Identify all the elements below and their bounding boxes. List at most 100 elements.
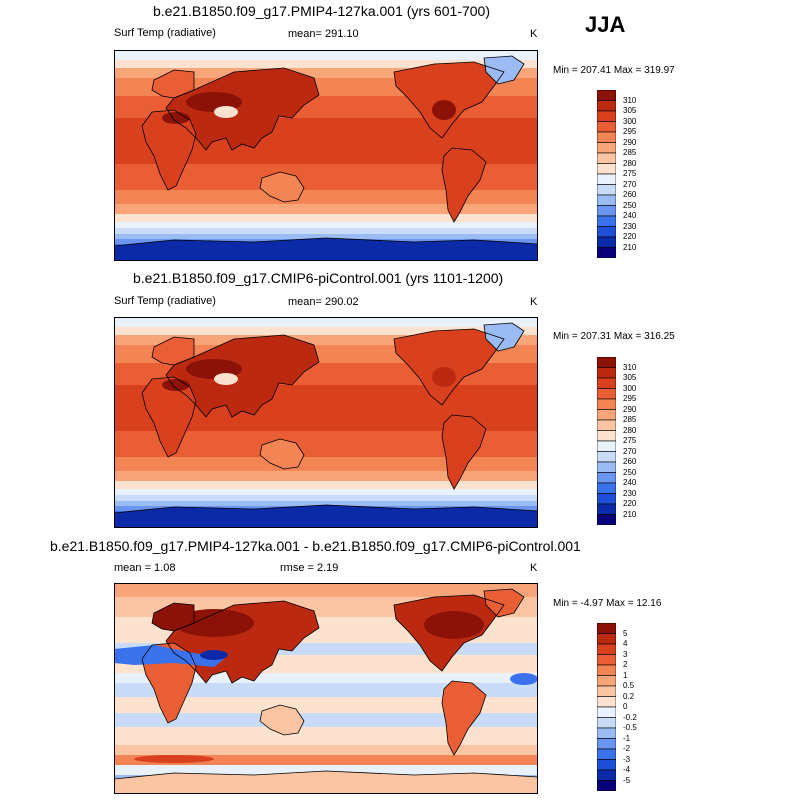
coastline <box>441 414 487 490</box>
colorbar-box <box>597 388 616 400</box>
contour-band <box>114 713 538 727</box>
colorbar-box <box>597 110 616 122</box>
panel-1-colorbar <box>597 90 616 258</box>
colorbar-tick-label: 300 <box>623 116 637 126</box>
coastline <box>441 680 487 756</box>
contour-band <box>114 327 538 335</box>
coastline <box>259 171 305 203</box>
panel-2-mean-label: mean= 290.02 <box>288 296 359 308</box>
colorbar-box <box>597 226 616 238</box>
colorbar-tick-label: 310 <box>623 95 637 105</box>
colorbar-tick-label: 0.5 <box>623 681 635 690</box>
colorbar-tick-label: 275 <box>623 169 637 178</box>
tibet-region <box>214 373 238 385</box>
coastline <box>151 69 195 99</box>
coastline <box>165 334 320 418</box>
colorbar-tick-label: -3 <box>623 754 631 764</box>
season-label: JJA <box>585 12 626 37</box>
land-europe <box>152 337 194 365</box>
colorbar-box <box>597 377 616 389</box>
panel-1-variable-label: Surf Temp (radiative) <box>114 27 216 39</box>
contour-band <box>114 765 538 775</box>
colorbar-box <box>597 419 616 431</box>
warm-anomaly <box>424 611 484 639</box>
coastline <box>141 642 197 724</box>
colorbar-box <box>597 152 616 164</box>
colorbar-box <box>597 367 616 379</box>
contour-band <box>114 317 538 327</box>
contour-band <box>114 501 538 506</box>
land-antarctica <box>114 505 538 528</box>
colorbar-tick-label: 310 <box>623 362 637 372</box>
panel-1-minmax: Min = 207.41 Max = 319.97 <box>553 65 675 76</box>
panel-2-units-label: K <box>530 296 538 308</box>
land-australia <box>260 439 304 469</box>
panel-3-units-label: K <box>530 562 538 574</box>
colorbar-tick-label: 3 <box>623 649 628 659</box>
colorbar-box <box>597 461 616 473</box>
land-africa <box>142 377 196 457</box>
warm-anomaly <box>134 755 214 763</box>
coastline <box>393 328 505 406</box>
tibet-region <box>214 106 238 118</box>
colorbar-tick-label: 0.2 <box>623 691 635 701</box>
panel-3-rmse-label: rmse = 2.19 <box>280 562 339 574</box>
contour-band <box>114 335 538 345</box>
contour-band <box>114 228 538 234</box>
colorbar-tick-label: 300 <box>623 383 637 393</box>
panel-1-map <box>114 50 538 261</box>
colorbar-tick-label: 2 <box>623 660 628 669</box>
colorbar-box <box>597 675 616 687</box>
colorbar-box <box>597 236 616 248</box>
colorbar-box <box>597 514 616 525</box>
panel-3-mean-label: mean = 1.08 <box>114 562 176 574</box>
land-greenland <box>484 56 524 84</box>
colorbar-tick-label: 220 <box>623 232 637 241</box>
warm-anomaly <box>174 609 254 637</box>
coastline <box>114 237 538 247</box>
colorbar-box <box>597 472 616 484</box>
colorbar-box <box>597 748 616 760</box>
contour-band <box>114 489 538 495</box>
colorbar-box <box>597 100 616 112</box>
colorbar-box <box>597 184 616 196</box>
colorbar-tick-label: 1 <box>623 670 628 680</box>
colorbar-box <box>597 90 616 101</box>
colorbar-box <box>597 623 616 634</box>
colorbar-tick-label: 5 <box>623 628 628 638</box>
land-samerica <box>442 148 486 222</box>
colorbar-tick-label: 290 <box>623 137 637 147</box>
coastline <box>141 109 197 191</box>
land-africa <box>142 110 196 190</box>
colorbar-box <box>597 398 616 410</box>
land-australia <box>260 172 304 202</box>
colorbar-box <box>597 664 616 676</box>
coastline <box>259 704 305 736</box>
colorbar-tick-label: 250 <box>623 467 637 477</box>
colorbar-box <box>597 194 616 206</box>
colorbar-tick-label: 270 <box>623 446 637 456</box>
colorbar-tick-label: 260 <box>623 190 637 199</box>
colorbar-box <box>597 717 616 729</box>
contour-band <box>114 214 538 222</box>
land-greenland <box>484 323 524 351</box>
coastline <box>393 594 505 672</box>
land-asia <box>166 335 319 417</box>
contour-band <box>114 471 538 481</box>
colorbar-tick-label: 0 <box>623 702 628 711</box>
colorbar-tick-label: 220 <box>623 499 637 508</box>
colorbar-box <box>597 738 616 750</box>
land-samerica <box>442 415 486 489</box>
panel-2-variable-label: Surf Temp (radiative) <box>114 295 216 307</box>
colorbar-box <box>597 131 616 143</box>
coastline <box>483 55 525 85</box>
panel-3-colorbar <box>597 623 616 791</box>
colorbar-box <box>597 357 616 368</box>
colorbar-box <box>597 142 616 154</box>
contour-band <box>114 50 538 60</box>
colorbar-tick-label: -0.5 <box>623 723 637 732</box>
colorbar-tick-label: 240 <box>623 478 637 487</box>
colorbar-box <box>597 409 616 421</box>
cold-anomaly <box>114 645 224 667</box>
colorbar-tick-label: 250 <box>623 200 637 210</box>
